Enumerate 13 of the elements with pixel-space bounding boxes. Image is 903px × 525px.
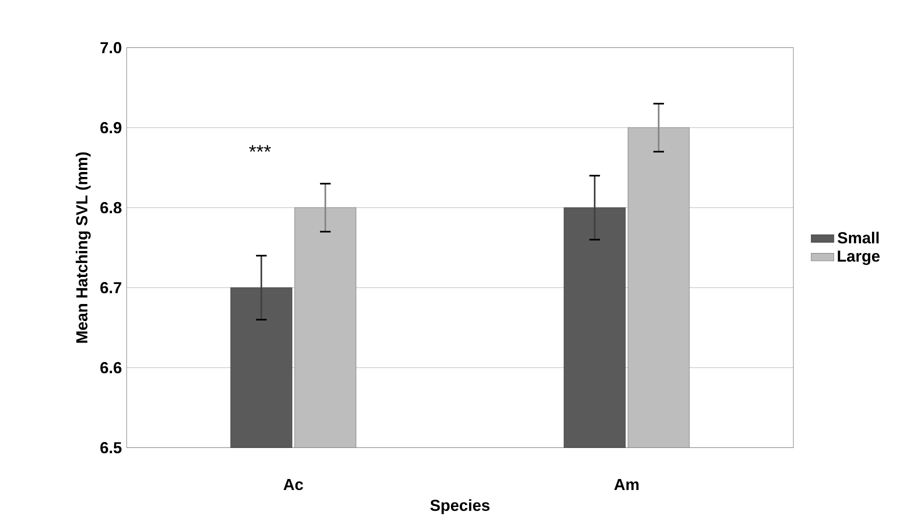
x-axis-title: Species <box>430 499 490 514</box>
y-axis-title: Mean Hatching SVL (mm) <box>76 152 91 343</box>
legend-label: Large <box>838 250 880 265</box>
x-tick-label: Am <box>614 479 639 490</box>
y-tick-label: 6.6 <box>100 362 122 374</box>
legend-label: Small <box>838 232 879 244</box>
y-tick-label: 7.0 <box>100 42 122 54</box>
y-tick-label: 6.5 <box>100 442 122 454</box>
x-tick-label: Ac <box>284 479 304 490</box>
y-tick-label: 6.9 <box>100 122 122 134</box>
y-tick-label: 6.8 <box>100 202 122 214</box>
annotation: *** <box>249 145 271 152</box>
y-tick-label: 6.7 <box>100 282 122 294</box>
